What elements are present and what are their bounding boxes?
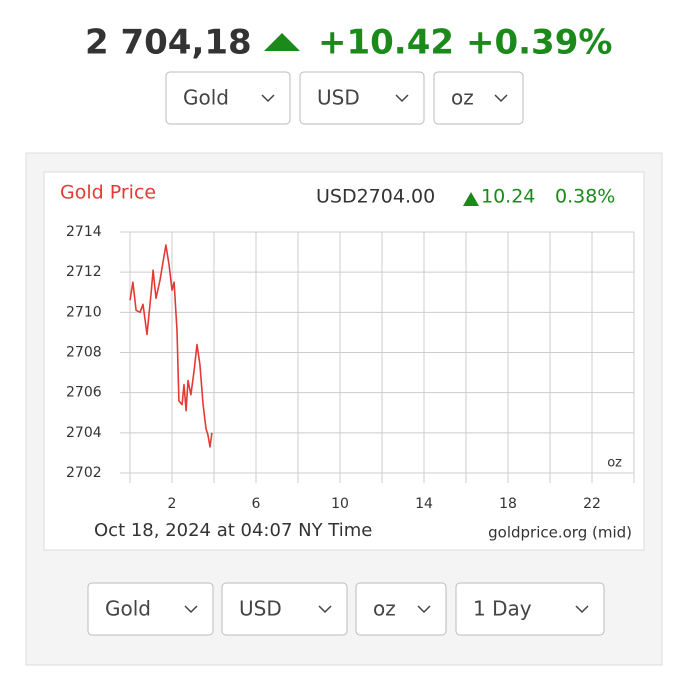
select-label: Gold bbox=[105, 597, 151, 621]
x-tick-label: 22 bbox=[583, 496, 601, 512]
y-tick-label: 2712 bbox=[66, 264, 102, 280]
select[interactable] bbox=[433, 71, 524, 125]
caption: Oct 18, 2024 at 04:07 NY Time bbox=[94, 520, 372, 541]
select[interactable] bbox=[455, 582, 605, 636]
quote-change: 10.24 bbox=[481, 186, 535, 208]
x-tick-label: 2 bbox=[168, 496, 177, 512]
unit-label: oz bbox=[607, 456, 622, 471]
select-label: USD bbox=[317, 86, 360, 110]
quote: USD2704.00 bbox=[316, 186, 435, 208]
price-change-pct: +0.39% bbox=[466, 23, 612, 63]
select-label: 1 Day bbox=[473, 597, 532, 621]
select-label: USD bbox=[239, 597, 282, 621]
chevron bbox=[395, 94, 409, 103]
y-tick-label: 2702 bbox=[66, 465, 102, 481]
x-tick-label: 18 bbox=[499, 496, 517, 512]
select[interactable] bbox=[87, 582, 214, 636]
price-line bbox=[129, 244, 213, 448]
y-tick-label: 2714 bbox=[66, 224, 102, 240]
price-change: +10.42 bbox=[318, 23, 454, 63]
select-label: oz bbox=[373, 597, 396, 621]
select[interactable] bbox=[299, 71, 425, 125]
quote-change-pct: 0.38% bbox=[555, 186, 615, 208]
select[interactable] bbox=[165, 71, 291, 125]
y-tick-label: 2704 bbox=[66, 425, 102, 441]
chevron bbox=[184, 605, 198, 614]
select[interactable] bbox=[221, 582, 348, 636]
source: goldprice.org (mid) bbox=[488, 524, 632, 542]
x-tick-label: 6 bbox=[252, 496, 261, 512]
x-tick-label: 10 bbox=[331, 496, 349, 512]
select-label: oz bbox=[451, 86, 474, 110]
y-tick-label: 2706 bbox=[66, 385, 102, 401]
x-tick-label: 14 bbox=[415, 496, 433, 512]
y-tick-label: 2708 bbox=[66, 345, 102, 361]
chevron bbox=[261, 94, 275, 103]
y-tick-label: 2710 bbox=[66, 304, 102, 320]
chart-box bbox=[43, 171, 645, 551]
up-arrow bbox=[264, 33, 300, 51]
select[interactable] bbox=[355, 582, 447, 636]
chevron bbox=[318, 605, 332, 614]
chevron bbox=[417, 605, 431, 614]
chart-title: Gold Price bbox=[60, 182, 156, 204]
chevron bbox=[494, 94, 508, 103]
quote-arrow bbox=[463, 192, 479, 206]
select-label: Gold bbox=[183, 86, 229, 110]
price: 2 704,18 bbox=[85, 23, 252, 63]
chevron bbox=[575, 605, 589, 614]
